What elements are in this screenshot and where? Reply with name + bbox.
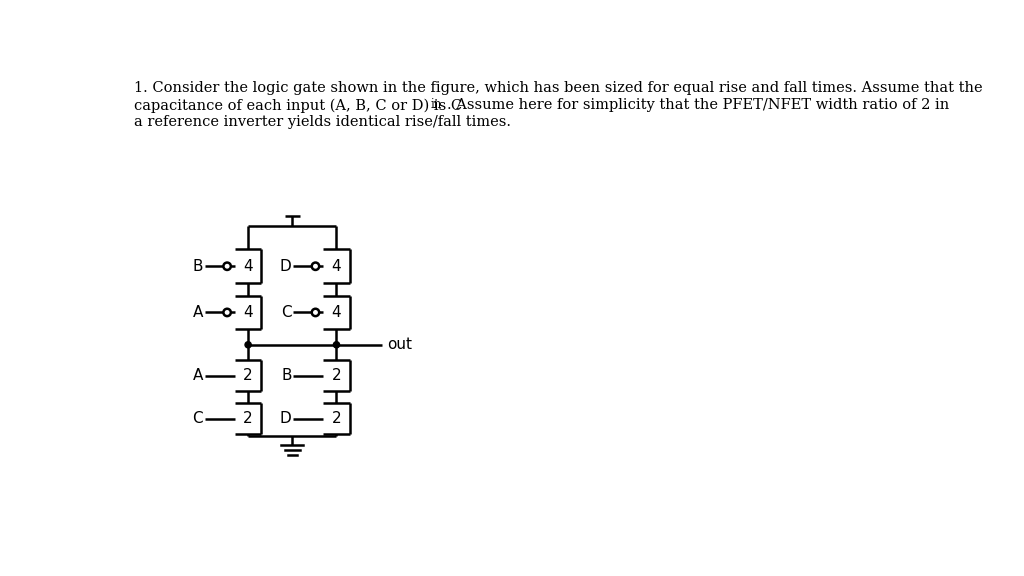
Text: 2: 2	[332, 368, 341, 383]
Text: B: B	[281, 368, 292, 383]
Text: D: D	[280, 411, 292, 426]
Text: 2: 2	[332, 411, 341, 426]
Text: 2: 2	[244, 411, 253, 426]
Text: capacitance of each input (A, B, C or D) is C: capacitance of each input (A, B, C or D)…	[134, 98, 462, 113]
Text: B: B	[193, 259, 203, 274]
Text: A: A	[193, 305, 203, 320]
Text: 1. Consider the logic gate shown in the figure, which has been sized for equal r: 1. Consider the logic gate shown in the …	[134, 81, 983, 96]
Text: A: A	[193, 368, 203, 383]
Text: 4: 4	[244, 259, 253, 274]
Text: . Assume here for simplicity that the PFET/NFET width ratio of 2 in: . Assume here for simplicity that the PF…	[447, 98, 949, 112]
Circle shape	[334, 342, 340, 348]
Circle shape	[245, 342, 251, 348]
Text: C: C	[193, 411, 203, 426]
Text: a reference inverter yields identical rise/fall times.: a reference inverter yields identical ri…	[134, 115, 511, 130]
Text: 4: 4	[244, 305, 253, 320]
Text: 4: 4	[332, 305, 341, 320]
Text: 2: 2	[244, 368, 253, 383]
Text: D: D	[280, 259, 292, 274]
Text: in: in	[431, 98, 442, 111]
Text: out: out	[387, 338, 412, 353]
Text: C: C	[281, 305, 292, 320]
Text: 4: 4	[332, 259, 341, 274]
